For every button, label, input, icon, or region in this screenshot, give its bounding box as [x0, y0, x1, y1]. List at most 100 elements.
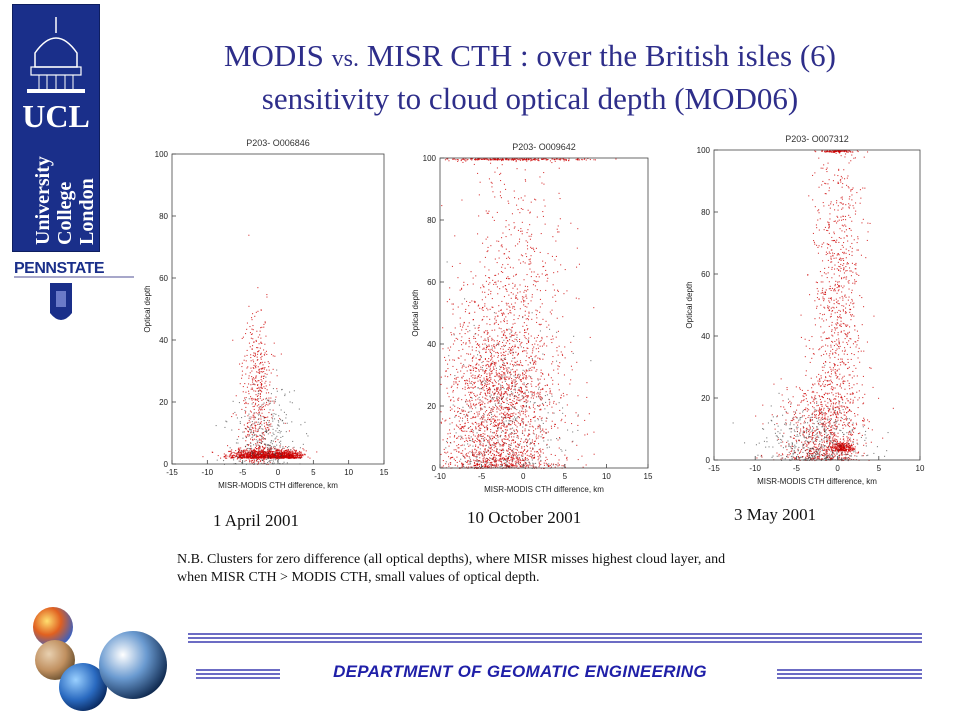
data-point [485, 365, 487, 367]
data-point [482, 361, 484, 363]
data-point [450, 374, 452, 376]
data-point [497, 158, 499, 160]
data-point [247, 403, 249, 405]
data-point [495, 425, 497, 427]
data-point [502, 313, 504, 315]
data-point [533, 457, 535, 459]
data-point [465, 382, 467, 384]
data-point [565, 158, 567, 160]
data-point [470, 375, 472, 377]
data-point [258, 427, 260, 429]
data-point [534, 416, 536, 418]
data-point [259, 450, 261, 452]
data-point [474, 452, 476, 454]
data-point [499, 397, 501, 399]
data-point [532, 448, 534, 450]
data-point [490, 410, 492, 412]
data-point [268, 369, 270, 371]
data-point [488, 447, 490, 449]
data-point [452, 343, 454, 345]
data-point [520, 380, 522, 382]
data-point [498, 460, 500, 462]
data-point [492, 457, 494, 459]
data-point [476, 159, 478, 161]
data-point [505, 248, 507, 250]
data-point [506, 340, 508, 342]
data-point [286, 453, 288, 455]
data-point [475, 421, 477, 423]
data-point [540, 399, 542, 401]
data-point [489, 444, 491, 446]
data-point [275, 450, 277, 452]
data-point [248, 452, 250, 454]
data-point [274, 455, 276, 457]
data-point [268, 460, 270, 462]
data-point [239, 422, 241, 424]
data-point [444, 451, 446, 453]
data-point [511, 382, 513, 384]
data-point [258, 461, 260, 463]
data-point [270, 454, 272, 456]
data-point [242, 456, 244, 458]
data-point [503, 318, 505, 320]
data-point [254, 315, 256, 317]
data-point [499, 454, 501, 456]
data-point [513, 222, 515, 224]
data-point [252, 428, 254, 430]
data-point [279, 445, 281, 447]
data-point [578, 298, 580, 300]
data-point [483, 440, 485, 442]
data-point [532, 284, 534, 286]
data-point [478, 215, 480, 217]
data-point [556, 317, 558, 319]
data-point [478, 344, 480, 346]
data-point [479, 429, 481, 431]
data-point [233, 457, 235, 459]
data-point [476, 377, 478, 379]
data-point [515, 273, 517, 275]
data-point [271, 400, 273, 402]
data-point [483, 457, 485, 459]
data-point [288, 450, 290, 452]
data-point [493, 159, 495, 161]
data-point [448, 456, 450, 458]
data-point [252, 325, 254, 327]
data-point [280, 440, 282, 442]
data-point [502, 364, 504, 366]
data-point [537, 280, 539, 282]
data-point [477, 436, 479, 438]
data-point [467, 404, 469, 406]
data-point [261, 355, 263, 357]
data-point [495, 460, 497, 462]
data-point [483, 377, 485, 379]
data-point [467, 452, 469, 454]
data-point [466, 430, 468, 432]
data-point [495, 432, 497, 434]
data-point [514, 461, 516, 463]
data-point [500, 456, 502, 458]
data-point [264, 448, 266, 450]
data-point [515, 158, 517, 160]
data-point [238, 453, 240, 455]
data-point [262, 437, 264, 439]
data-point [491, 347, 493, 349]
data-point [266, 373, 268, 375]
data-point [494, 375, 496, 377]
data-point [483, 450, 485, 452]
data-point [516, 429, 518, 431]
data-point [502, 374, 504, 376]
data-point [486, 395, 488, 397]
data-point [506, 426, 508, 428]
data-point [510, 415, 512, 417]
data-point [241, 337, 243, 339]
data-point [557, 383, 559, 385]
data-point [566, 404, 568, 406]
data-point [489, 282, 491, 284]
data-point [500, 454, 502, 456]
data-point [508, 445, 510, 447]
data-point [490, 379, 492, 381]
data-point [515, 160, 517, 162]
data-point [257, 351, 259, 353]
data-point [274, 453, 276, 455]
data-point [485, 280, 487, 282]
